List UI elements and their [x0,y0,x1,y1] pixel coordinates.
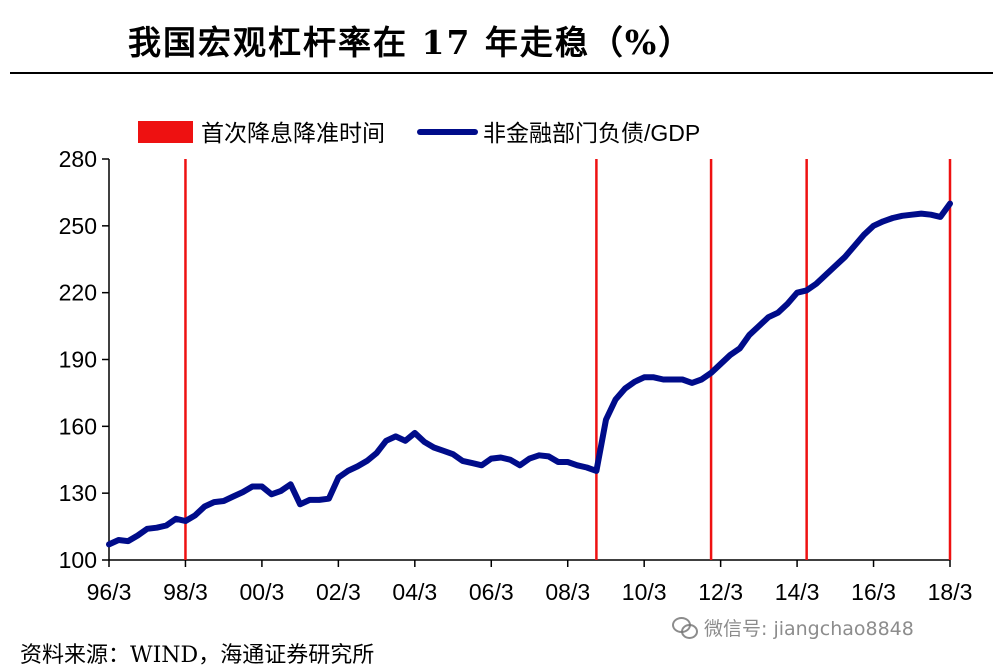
y-tick-label: 160 [59,413,97,439]
x-tick-label: 98/3 [163,579,208,605]
x-tick-label: 00/3 [240,579,285,605]
source-note: 资料来源：WIND，海通证券研究所 [20,643,375,668]
chart-title: 我国宏观杠杆率在 17 年走稳（%） [128,23,694,62]
watermark: 微信号: jiangchao8848 [672,614,914,641]
x-tick-label: 02/3 [316,579,361,605]
x-tick-label: 14/3 [775,579,820,605]
x-tick-label: 16/3 [851,579,896,605]
x-tick-label: 04/3 [392,579,437,605]
x-tick-label: 96/3 [87,579,132,605]
series-line [106,200,953,548]
x-tick-label: 18/3 [928,579,973,605]
x-tick-label: 08/3 [545,579,590,605]
watermark-text: 微信号: jiangchao8848 [704,618,914,640]
x-tick-label: 12/3 [698,579,743,605]
x-tick-label: 06/3 [469,579,514,605]
wechat-icon [672,616,698,639]
legend-label-events: 首次降息降准时间 [201,120,385,146]
y-tick-label: 250 [59,213,97,239]
y-tick-label: 280 [59,146,97,172]
y-tick-label: 190 [59,347,97,373]
legend-label-series: 非金融部门负债/GDP [483,120,700,146]
y-tick-label: 130 [59,480,97,506]
legend-swatch-events [138,121,193,143]
x-tick-label: 10/3 [622,579,667,605]
y-tick-label: 220 [59,280,97,306]
y-tick-label: 100 [59,547,97,573]
title-divider [10,72,993,74]
